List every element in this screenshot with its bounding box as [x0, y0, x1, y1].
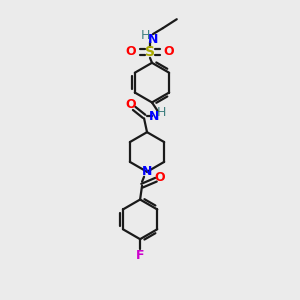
Text: O: O: [126, 98, 136, 111]
Text: F: F: [136, 248, 144, 262]
Text: H: H: [140, 28, 150, 42]
Text: N: N: [149, 110, 159, 123]
Text: S: S: [145, 45, 155, 59]
Text: N: N: [142, 165, 152, 178]
Text: O: O: [154, 171, 165, 184]
Text: N: N: [148, 32, 158, 46]
Text: O: O: [126, 45, 136, 58]
Text: O: O: [164, 45, 174, 58]
Text: H: H: [157, 106, 167, 119]
